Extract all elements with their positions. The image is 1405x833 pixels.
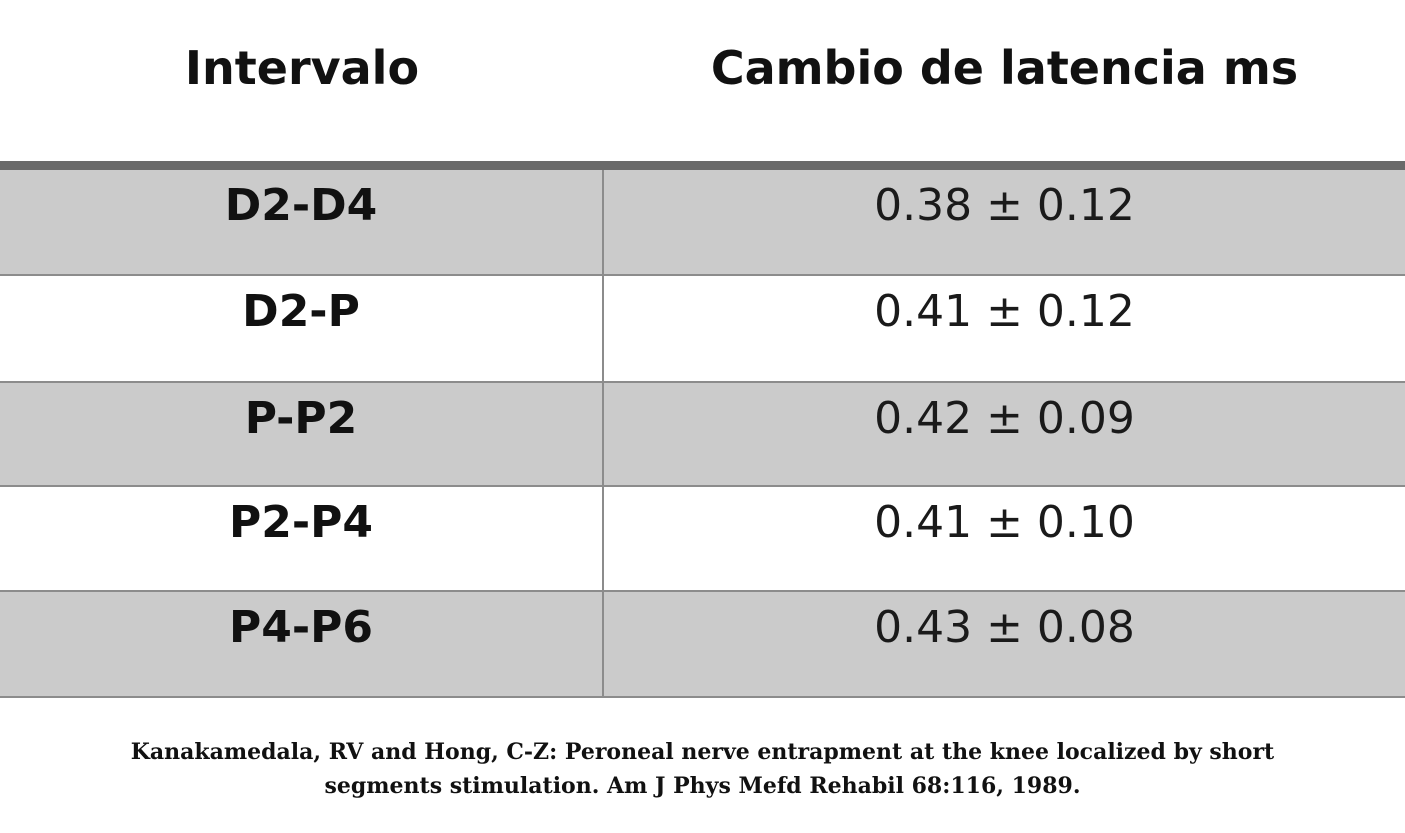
interval-cell: P4-P6 xyxy=(0,592,604,696)
interval-cell: D2-D4 xyxy=(0,170,604,274)
latency-table: D2-D4 0.38 ± 0.12 D2-P 0.41 ± 0.12 P-P2 … xyxy=(0,170,1405,698)
latency-change-cell: 0.41 ± 0.12 xyxy=(874,286,1135,337)
interval-cell: P-P2 xyxy=(0,383,604,485)
latency-change-cell: 0.38 ± 0.12 xyxy=(874,180,1135,231)
header-cambio-de-latencia: Cambio de latencia ms xyxy=(710,41,1299,95)
header-intervalo: Intervalo xyxy=(184,41,420,95)
citation: Kanakamedala, RV and Hong, C-Z: Peroneal… xyxy=(0,735,1405,803)
citation-line-1: Kanakamedala, RV and Hong, C-Z: Peroneal… xyxy=(130,739,1275,765)
table-row: P4-P6 0.43 ± 0.08 xyxy=(0,592,1405,698)
latency-change-cell: 0.43 ± 0.08 xyxy=(874,602,1135,653)
citation-line-2: segments stimulation. Am J Phys Mefd Reh… xyxy=(324,773,1081,799)
table-row: P2-P4 0.41 ± 0.10 xyxy=(0,487,1405,592)
table-header: Intervalo Cambio de latencia ms xyxy=(0,0,1405,161)
interval-cell: P2-P4 xyxy=(0,487,604,590)
table-row: P-P2 0.42 ± 0.09 xyxy=(0,383,1405,487)
latency-change-cell: 0.42 ± 0.09 xyxy=(874,393,1135,444)
interval-cell: D2-P xyxy=(0,276,604,381)
latency-change-cell: 0.41 ± 0.10 xyxy=(874,497,1135,548)
header-divider xyxy=(0,161,1405,170)
table-row: D2-D4 0.38 ± 0.12 xyxy=(0,170,1405,276)
table-row: D2-P 0.41 ± 0.12 xyxy=(0,276,1405,383)
